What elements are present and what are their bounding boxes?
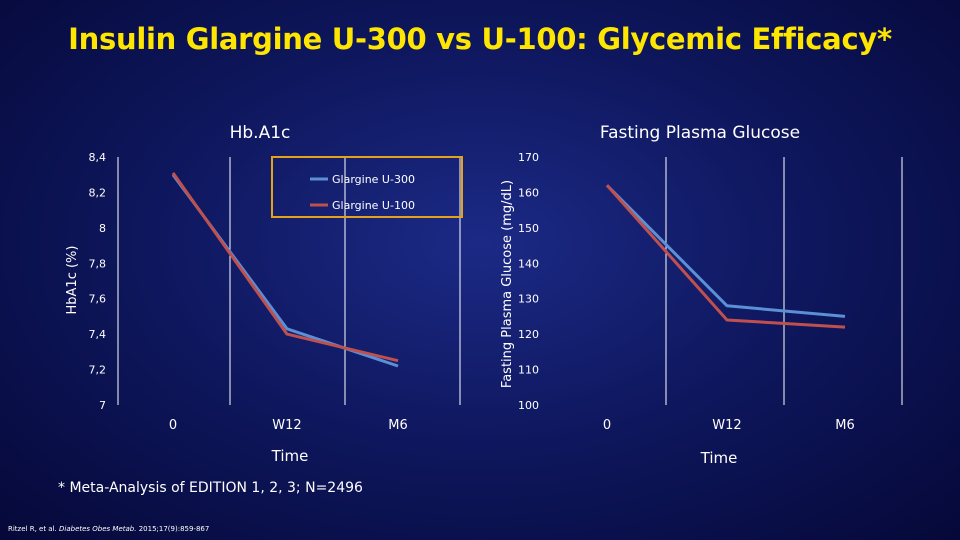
fpg-series-line-u100 <box>605 184 846 329</box>
fpg-x-ticks: 0 W12 M6 <box>603 418 855 433</box>
fpg-xtick-label: W12 <box>712 418 741 433</box>
citation-authors: Ritzel R, et al. <box>8 525 57 533</box>
hba1c-ytick-label: 7,6 <box>89 293 107 306</box>
hba1c-x-axis-label: Time <box>271 447 309 465</box>
hba1c-xtick-label: M6 <box>388 418 408 433</box>
fpg-y-axis-label: Fasting Plasma Glucose (mg/dL) <box>500 180 515 388</box>
footnote: * Meta-Analysis of EDITION 1, 2, 3; N=24… <box>58 480 363 496</box>
fpg-xtick-label: M6 <box>835 418 855 433</box>
fpg-gridlines <box>665 157 903 405</box>
slide-title: Insulin Glargine U-300 vs U-100: Glycemi… <box>68 22 892 56</box>
fpg-ytick-label: 150 <box>518 222 539 235</box>
hba1c-chart-title: Hb.A1c <box>230 123 291 143</box>
hba1c-legend: Glargine U-300 Glargine U-100 <box>271 156 463 218</box>
fpg-ytick-label: 110 <box>518 364 539 377</box>
fpg-y-ticks: 170 160 150 140 130 120 110 100 <box>518 151 539 412</box>
fpg-ytick-label: 120 <box>518 328 539 341</box>
fpg-ytick-label: 100 <box>518 399 539 412</box>
legend-label-u100: Glargine U-100 <box>332 199 415 212</box>
hba1c-ytick-label: 8 <box>99 222 106 235</box>
hba1c-y-ticks: 8,4 8,2 8 7,8 7,6 7,4 7,2 7 <box>89 151 107 412</box>
hba1c-xtick-label: W12 <box>272 418 301 433</box>
hba1c-ytick-label: 8,4 <box>89 151 107 164</box>
hba1c-series-line-u100 <box>171 172 399 363</box>
citation: Ritzel R, et al. Diabetes Obes Metab. 20… <box>8 525 209 533</box>
fpg-chart-title: Fasting Plasma Glucose <box>600 123 800 143</box>
hba1c-xtick-label: 0 <box>169 418 177 433</box>
fpg-chart: Fasting Plasma Glucose 170 160 150 140 130 12… <box>500 123 903 467</box>
fpg-ytick-label: 140 <box>518 257 539 270</box>
fpg-ytick-label: 160 <box>518 186 539 199</box>
fpg-x-axis-label: Time <box>700 449 738 467</box>
legend-label-u300: Glargine U-300 <box>332 173 415 186</box>
hba1c-ytick-label: 8,2 <box>89 186 107 199</box>
hba1c-ytick-label: 7,8 <box>89 257 107 270</box>
fpg-series <box>605 184 846 329</box>
fpg-series-line-u300 <box>605 184 846 318</box>
hba1c-x-ticks: 0 W12 M6 <box>169 418 408 433</box>
hba1c-gridlines <box>229 157 461 405</box>
hba1c-ytick-label: 7 <box>99 399 106 412</box>
citation-journal: Diabetes Obes Metab. <box>59 525 137 533</box>
fpg-xtick-label: 0 <box>603 418 611 433</box>
hba1c-ytick-label: 7,2 <box>89 364 107 377</box>
hba1c-chart: Hb.A1c 8,4 8,2 8 7,8 7,6 7,4 7,2 7 0 W12 M6 HbA1c… <box>65 123 463 465</box>
fpg-ytick-label: 170 <box>518 151 539 164</box>
hba1c-legend-box <box>271 156 463 218</box>
citation-details: 2015;17(9):859-867 <box>138 525 210 533</box>
hba1c-series <box>171 172 399 368</box>
hba1c-y-axis-label: HbA1c (%) <box>65 246 80 315</box>
fpg-ytick-label: 130 <box>518 293 539 306</box>
hba1c-ytick-label: 7,4 <box>89 328 107 341</box>
